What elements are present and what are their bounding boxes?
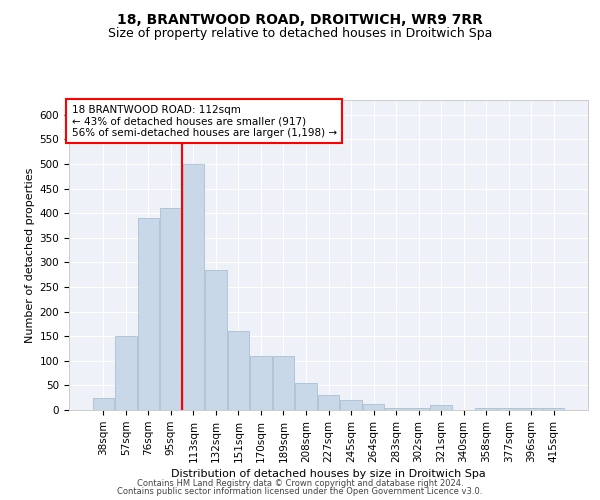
Bar bbox=[295, 383, 317, 410]
Bar bbox=[318, 395, 339, 410]
Bar bbox=[363, 404, 384, 410]
Bar bbox=[498, 408, 520, 410]
Bar bbox=[182, 164, 204, 410]
Text: 18 BRANTWOOD ROAD: 112sqm
← 43% of detached houses are smaller (917)
56% of semi: 18 BRANTWOOD ROAD: 112sqm ← 43% of detac… bbox=[71, 104, 337, 138]
Text: Size of property relative to detached houses in Droitwich Spa: Size of property relative to detached ho… bbox=[108, 28, 492, 40]
Bar bbox=[408, 408, 429, 410]
Bar bbox=[340, 400, 362, 410]
Bar bbox=[115, 336, 137, 410]
Bar bbox=[520, 408, 542, 410]
Bar bbox=[385, 408, 407, 410]
Bar bbox=[137, 218, 159, 410]
X-axis label: Distribution of detached houses by size in Droitwich Spa: Distribution of detached houses by size … bbox=[171, 469, 486, 479]
Bar bbox=[92, 398, 114, 410]
Bar bbox=[273, 356, 294, 410]
Text: Contains HM Land Registry data © Crown copyright and database right 2024.: Contains HM Land Registry data © Crown c… bbox=[137, 478, 463, 488]
Bar bbox=[228, 332, 249, 410]
Bar bbox=[205, 270, 227, 410]
Bar bbox=[543, 408, 565, 410]
Y-axis label: Number of detached properties: Number of detached properties bbox=[25, 168, 35, 342]
Text: 18, BRANTWOOD ROAD, DROITWICH, WR9 7RR: 18, BRANTWOOD ROAD, DROITWICH, WR9 7RR bbox=[117, 12, 483, 26]
Bar bbox=[250, 356, 272, 410]
Bar bbox=[475, 408, 497, 410]
Text: Contains public sector information licensed under the Open Government Licence v3: Contains public sector information licen… bbox=[118, 487, 482, 496]
Bar bbox=[160, 208, 182, 410]
Bar bbox=[430, 405, 452, 410]
